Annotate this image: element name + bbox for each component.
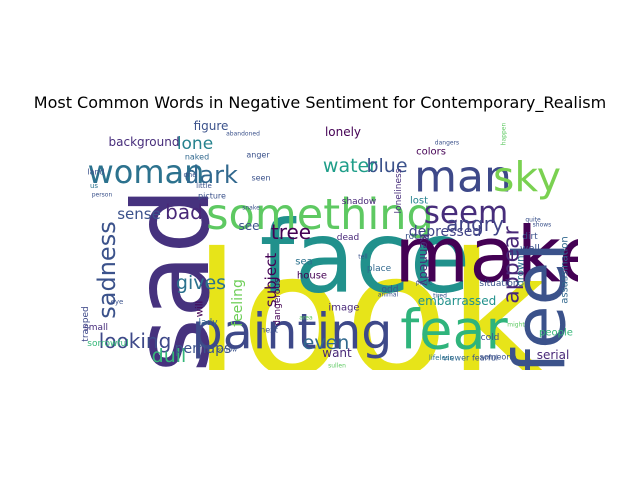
word-fearful: fearful [472,354,498,363]
word-situation: situation [479,279,518,289]
word-tell: tell [358,254,368,261]
word-lady: lady [198,318,218,328]
word-dead: dead [337,233,359,243]
word-sad: sad [111,187,233,370]
word-shows: shows [533,222,552,229]
word-sullen: sullen [328,363,346,370]
word-shadow: shadow [342,197,377,207]
word-dark: dark [184,161,238,189]
word-sea: sea [295,257,313,268]
word-feel: feel [499,242,579,370]
word-lonely: lonely [325,125,361,139]
word-tired: tired [433,293,447,300]
word-water: water [323,155,377,177]
word-dangerous: dangerous [273,278,283,326]
word-appear: appear [500,225,525,303]
word-lifeless: lifeless [429,354,454,362]
word-lost: lost [410,196,428,207]
word-lone: lone [177,134,213,154]
word-will: will [195,301,206,318]
word-well: well [520,244,540,255]
word-rocks: rocks [405,232,429,242]
word-panic: panic [416,280,432,287]
word-embarrassed: embarrassed [418,294,497,308]
word-quite: quite [525,217,541,224]
word-subject: subject [262,253,280,307]
word-feeling: feeling [230,279,246,327]
word-depressed: depressed [409,224,482,240]
word-sorrowful: sorrowful [87,339,128,349]
word-looking: looking [99,329,172,353]
word-bad: bad [165,200,203,224]
word-animal: animal [378,292,399,299]
word-house: house [297,271,327,282]
word-sadness: sadness [93,221,121,318]
word-drown: drown [516,256,527,287]
word-make: make [394,212,578,301]
word-something: something [206,190,434,240]
word-cold: cold [481,333,500,343]
word-serial: serial [537,348,570,362]
word-viewer: viewer [443,354,470,363]
word-sky: sky [493,153,561,201]
word-us: us [90,182,98,190]
word-man: man [414,152,512,203]
word-dirt: dirt [522,232,538,242]
word-colors: colors [416,147,446,158]
word-picture: picture [198,192,226,201]
word-small: small [84,323,108,333]
word-even: even [303,332,350,354]
word-blue: blue [366,155,407,177]
word-background: background [109,135,180,149]
word-woman: woman [88,153,205,191]
word-might: might [507,322,525,329]
word-angry: angry [446,212,504,236]
word-person: person [92,192,113,199]
word-image: image [328,303,359,314]
word-figure: figure [194,120,229,133]
word-odd: odd [382,285,399,295]
word-see: see [238,219,259,233]
word-sorrow: sorrow [217,347,237,354]
word-trapped: trapped [81,306,91,341]
word-kennedy: Kennedy [417,234,431,286]
word-land: land [87,168,104,177]
word-look: look [193,217,547,370]
word-assassination: assassination [560,236,571,304]
word-eye: eye [111,298,124,306]
word-fear: fear [400,299,508,362]
word-face: face [260,201,471,316]
word-people: people [539,328,573,339]
word-one: one [183,171,196,179]
word-gives: gives [176,272,226,294]
word-seem: seem [424,195,509,231]
word-painting: painting [192,304,393,361]
word-next: next [260,326,278,335]
word-tree: tree [271,220,311,244]
word-someone: someone [480,353,517,362]
word-perhaps: perhaps [175,341,232,357]
word-want: want [322,346,352,360]
word-loneliness: loneliness [394,168,404,213]
word-naked: naked [185,153,209,162]
word-abandoned: abandoned [226,131,260,138]
word-place: place [367,264,392,274]
word-seen: seen [251,174,270,183]
word-dangers: dangers [435,140,459,147]
word-snake: snake [242,205,260,212]
word-anger: anger [246,151,270,160]
chart-title: Most Common Words in Negative Sentiment … [33,93,607,112]
word-little: little [196,182,212,190]
word-happen: happen [501,123,508,146]
word-area: area [299,315,313,322]
word-sense: sense [117,205,161,223]
word-dull: dull [152,345,187,367]
